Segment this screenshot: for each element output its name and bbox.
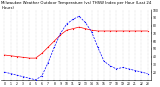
Text: Milwaukee Weather Outdoor Temperature (vs) THSW Index per Hour (Last 24 Hours): Milwaukee Weather Outdoor Temperature (v…	[1, 1, 152, 10]
